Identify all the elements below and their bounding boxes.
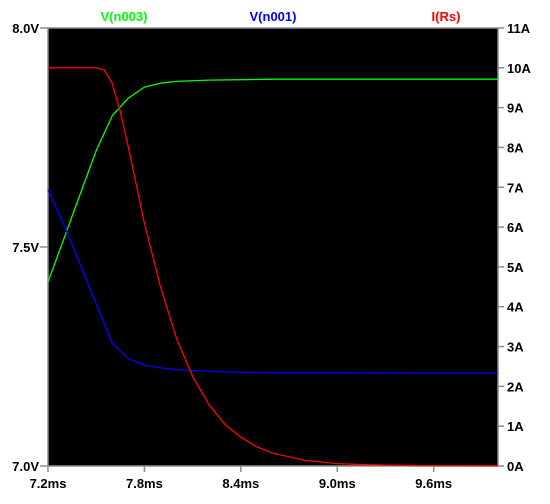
x-tick-label: 9.0ms	[319, 476, 356, 491]
left-tick-label: 7.0V	[12, 459, 39, 474]
series-line-0	[47, 78, 498, 283]
legend-label-0: V(n003)	[101, 9, 148, 24]
right-tick-label: 1A	[507, 419, 524, 434]
right-axis: 0A 1A 2A 3A 4A 5A 6A 7A 8A 9A 10A 11A	[498, 21, 531, 474]
series-line-1	[47, 189, 498, 374]
left-axis: 7.0V 7.5V 8.0V	[12, 21, 48, 474]
legend: V(n003) V(n001) I(Rs)	[101, 9, 461, 24]
x-tick-label: 7.8ms	[126, 476, 163, 491]
right-tick-label: 9A	[507, 101, 524, 116]
right-tick-label: 6A	[507, 220, 524, 235]
right-tick-label: 4A	[507, 300, 524, 315]
x-tick-label: 8.4ms	[222, 476, 259, 491]
right-tick-label: 5A	[507, 260, 524, 275]
right-tick-label: 11A	[507, 21, 531, 36]
legend-label-1: V(n001)	[250, 9, 297, 24]
x-tick-label: 9.6ms	[415, 476, 452, 491]
left-tick-label: 8.0V	[12, 21, 39, 36]
right-tick-label: 7A	[507, 180, 524, 195]
series-layer	[47, 67, 499, 467]
left-tick-label: 7.5V	[12, 240, 39, 255]
right-tick-label: 2A	[507, 379, 524, 394]
plot-area[interactable]	[48, 28, 498, 466]
series-line-2	[48, 67, 499, 467]
right-tick-label: 3A	[507, 340, 524, 355]
right-tick-label: 8A	[507, 140, 524, 155]
legend-label-2: I(Rs)	[432, 9, 461, 24]
right-tick-label: 0A	[507, 459, 524, 474]
x-axis: 7.2ms 7.8ms 8.4ms 9.0ms 9.6ms	[30, 466, 452, 491]
right-tick-label: 10A	[507, 61, 531, 76]
x-tick-label: 7.2ms	[30, 476, 67, 491]
